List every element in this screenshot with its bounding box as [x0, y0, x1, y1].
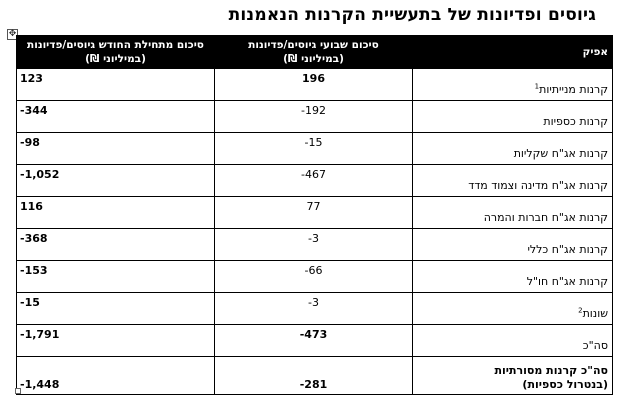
weekly-value: 196 — [214, 68, 413, 101]
footnote-mark: 2 — [578, 306, 583, 315]
mtd-value: 116 — [16, 196, 215, 229]
weekly-value: -473 — [214, 324, 413, 357]
weekly-value: -467 — [214, 164, 413, 197]
sector-label: קרנות אג"ח חו"ל — [526, 275, 608, 288]
sector-sublabel: (בנטרול כספיות) — [522, 378, 608, 391]
table-row: קרנות כספיות -192 -344 — [16, 100, 613, 133]
weekly-value: -3 — [214, 228, 413, 261]
weekly-value: -66 — [214, 260, 413, 293]
mtd-value: -368 — [16, 228, 215, 261]
sector-cell: סה"כ — [412, 324, 613, 357]
mtd-value: -1,791 — [16, 324, 215, 357]
sector-cell: סה"כ קרנות מסורתיות (בנטרול כספיות) — [412, 356, 613, 395]
sector-label: קרנות אג"ח חברות והמרה — [483, 211, 608, 224]
mtd-value: -1,052 — [16, 164, 215, 197]
weekly-value: -3 — [214, 292, 413, 325]
sector-label: שונות — [582, 307, 608, 320]
weekly-value: -281 — [214, 356, 413, 395]
sector-cell: קרנות כספיות — [412, 100, 613, 133]
sector-label: קרנות אג"ח מדינה וצמוד מדד — [468, 179, 608, 192]
header-mtd-unit: (במיליוני ₪) — [85, 53, 146, 65]
table-row-traditional-total: סה"כ קרנות מסורתיות (בנטרול כספיות) -281… — [16, 356, 613, 395]
table-row: שונות2 -3 -15 — [16, 292, 613, 325]
header-sector: אפיק — [412, 35, 613, 69]
header-weekly: סיכום שבועי גיוסים/פדיונות (במיליוני ₪) — [214, 35, 413, 69]
footnote-mark: 1 — [534, 82, 540, 91]
table-row: קרנות אג"ח חברות והמרה 77 116 — [16, 196, 613, 229]
sector-cell: קרנות אג"ח מדינה וצמוד מדד — [412, 164, 613, 197]
sector-cell: קרנות אג"ח שקליות — [412, 132, 613, 165]
mtd-value: -153 — [16, 260, 215, 293]
sector-cell: שונות2 — [412, 292, 613, 325]
sector-label: קרנות אג"ח כללי — [527, 243, 608, 256]
table-row: קרנות אג"ח חו"ל -66 -153 — [16, 260, 613, 293]
header-weekly-title: סיכום שבועי גיוסים/פדיונות — [248, 39, 379, 51]
sector-label: קרנות אג"ח שקליות — [513, 147, 608, 160]
table-row: קרנות אג"ח מדינה וצמוד מדד -467 -1,052 — [16, 164, 613, 197]
funds-flow-table: אפיק סיכום שבועי גיוסים/פדיונות (במיליונ… — [16, 35, 613, 395]
weekly-value: -15 — [214, 132, 413, 165]
page-title: גיוסים ופדיונות של בתעשיית הקרנות הנאמנו… — [228, 5, 596, 25]
sector-cell: קרנות מנייתיות1 — [412, 68, 613, 101]
table-row: קרנות אג"ח כללי -3 -368 — [16, 228, 613, 261]
table-resize-handle-icon[interactable] — [15, 388, 21, 394]
mtd-value: -1,448 — [16, 356, 215, 395]
sector-cell: קרנות אג"ח כללי — [412, 228, 613, 261]
mtd-value: -15 — [16, 292, 215, 325]
header-weekly-unit: (במיליוני ₪) — [283, 53, 344, 65]
sector-label: קרנות מנייתיות — [539, 83, 608, 96]
table-header-row: אפיק סיכום שבועי גיוסים/פדיונות (במיליונ… — [16, 35, 613, 69]
sector-label: קרנות כספיות — [543, 115, 608, 128]
sector-cell: קרנות אג"ח חו"ל — [412, 260, 613, 293]
table-row: קרנות אג"ח שקליות -15 -98 — [16, 132, 613, 165]
header-month-to-date: סיכום מתחילת החודש גיוסים/פדיונות (במילי… — [16, 35, 215, 69]
sector-label: סה"כ קרנות מסורתיות — [494, 364, 608, 377]
sector-cell: קרנות אג"ח חברות והמרה — [412, 196, 613, 229]
sector-label: סה"כ — [582, 339, 608, 352]
weekly-value: -192 — [214, 100, 413, 133]
mtd-value: 123 — [16, 68, 215, 101]
weekly-value: 77 — [214, 196, 413, 229]
mtd-value: -344 — [16, 100, 215, 133]
mtd-value: -98 — [16, 132, 215, 165]
table-move-handle-icon[interactable]: ✥ — [7, 29, 18, 40]
header-mtd-title: סיכום מתחילת החודש גיוסים/פדיונות — [27, 39, 204, 51]
table-row-total: סה"כ -473 -1,791 — [16, 324, 613, 357]
table-row: קרנות מנייתיות1 196 123 — [16, 68, 613, 101]
